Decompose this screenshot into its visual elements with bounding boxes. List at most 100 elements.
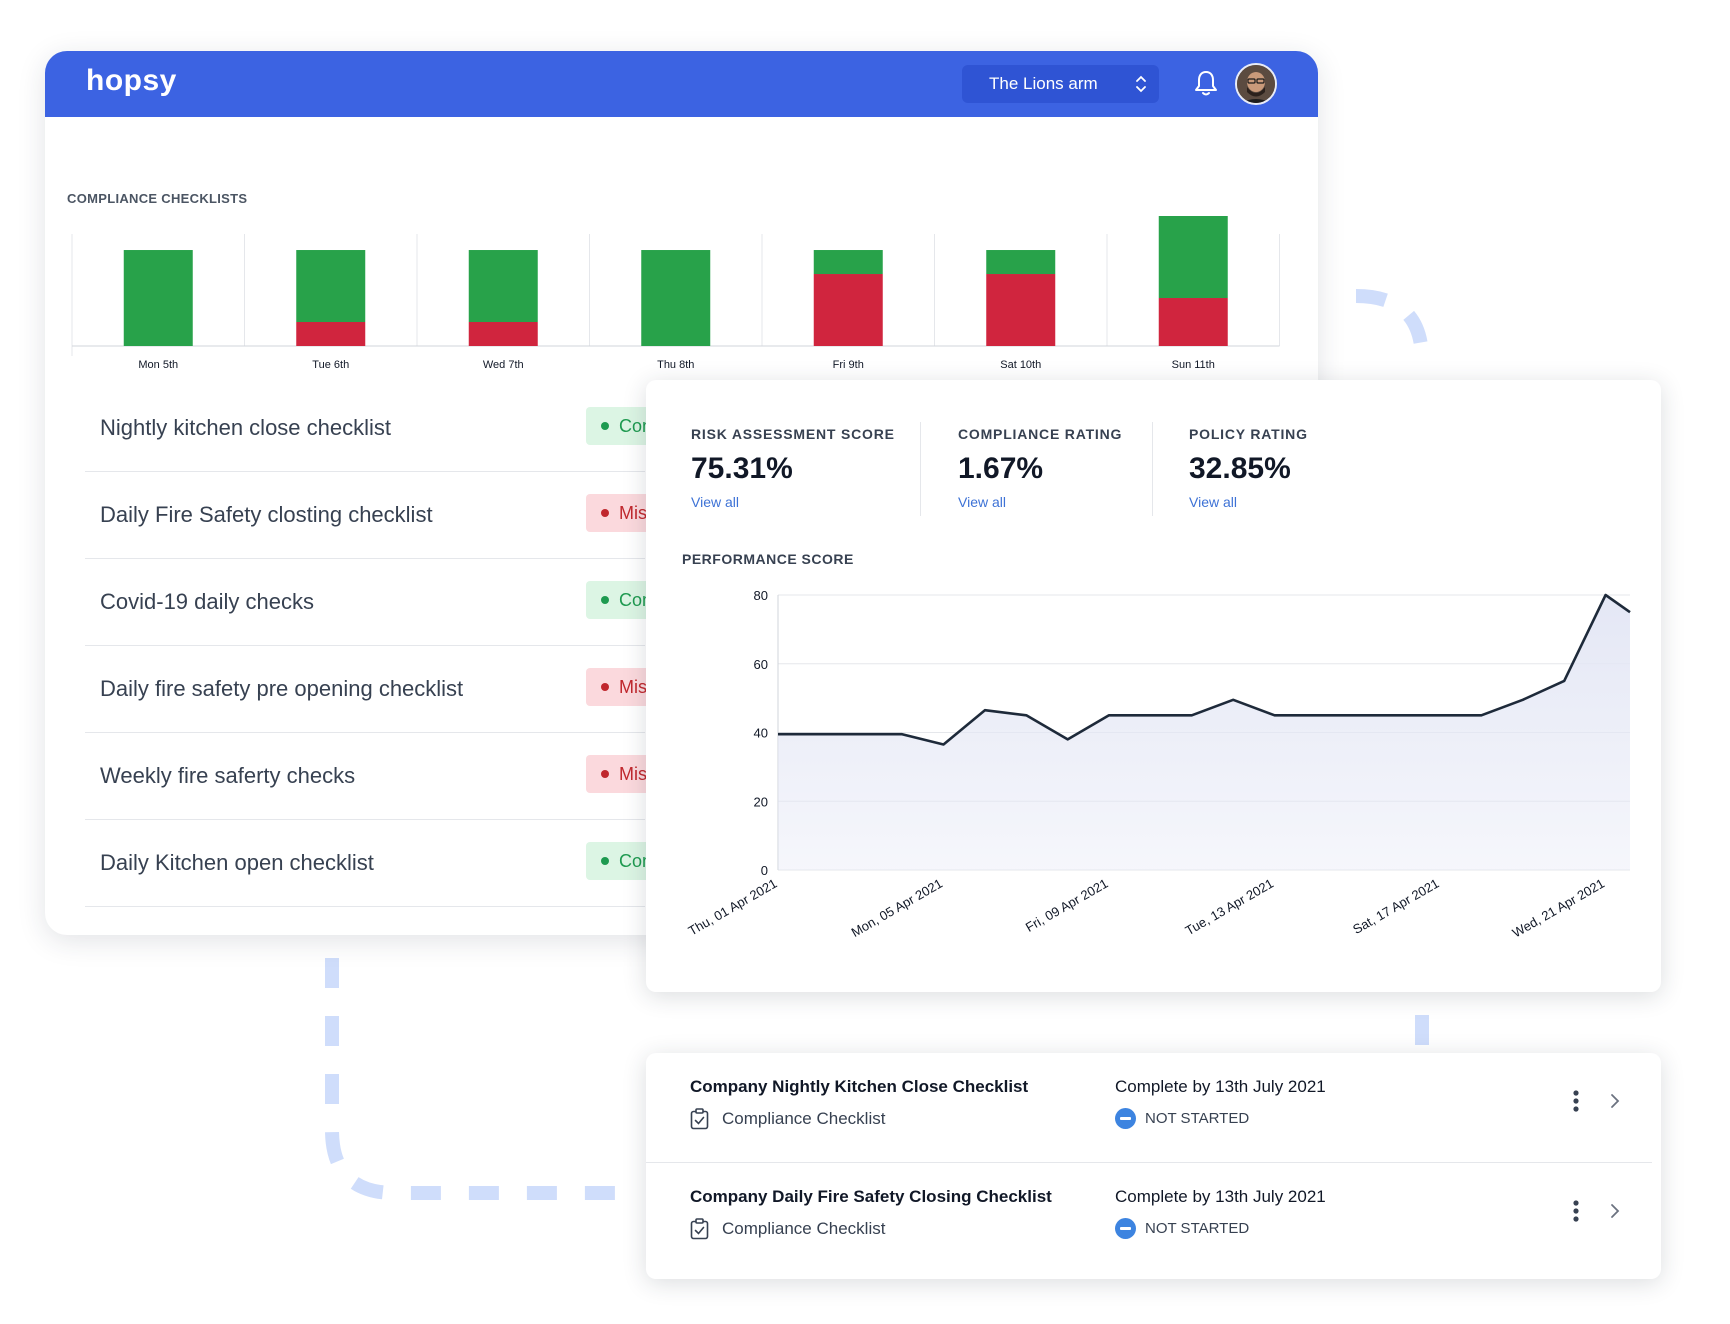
- clipboard-check-icon: [690, 1108, 709, 1130]
- bar-segment-complete: [641, 250, 711, 346]
- row-divider: [646, 1162, 1652, 1163]
- x-tick-label: Mon, 05 Apr 2021: [849, 876, 945, 940]
- view-all-link[interactable]: View all: [1189, 494, 1237, 510]
- more-options-icon[interactable]: [1572, 1089, 1580, 1113]
- clipboard-check-icon: [690, 1218, 709, 1240]
- area-fill: [778, 595, 1630, 870]
- x-tick-label: Sat, 17 Apr 2021: [1350, 876, 1441, 937]
- minus-circle-icon: [1115, 1108, 1136, 1129]
- checklist-name: Daily fire safety pre opening checklist: [100, 676, 464, 701]
- y-tick-label: 80: [754, 588, 768, 603]
- checklist-row[interactable]: Nightly kitchen close checklistComplete: [85, 385, 717, 472]
- y-tick-label: 40: [754, 726, 768, 741]
- more-options-icon[interactable]: [1572, 1199, 1580, 1223]
- chevron-right-icon[interactable]: [1610, 1093, 1620, 1109]
- status-dot: [601, 422, 609, 430]
- y-tick-label: 20: [754, 794, 768, 809]
- task-status: NOT STARTED: [1115, 1218, 1249, 1239]
- x-tick-label: Wed 7th: [483, 359, 524, 371]
- bar-segment-complete: [813, 250, 883, 275]
- x-tick-label: Mon 5th: [138, 359, 178, 371]
- performance-score-title: PERFORMANCE SCORE: [682, 551, 854, 567]
- x-tick-label: Tue 6th: [312, 359, 349, 371]
- status-dot: [601, 857, 609, 865]
- kpi-value: 75.31%: [691, 452, 793, 485]
- kpi-label: RISK ASSESSMENT SCORE: [691, 426, 895, 442]
- kpi-value: 32.85%: [1189, 452, 1291, 485]
- y-tick-label: 0: [761, 863, 768, 878]
- checklist-row[interactable]: Daily fire safety pre opening checklistM…: [85, 646, 697, 733]
- series-line: [778, 593, 1631, 746]
- task-type: Compliance Checklist: [690, 1108, 885, 1130]
- venue-name: The Lions arm: [989, 74, 1098, 93]
- task-title: Company Nightly Kitchen Close Checklist: [690, 1077, 1029, 1096]
- view-all-link[interactable]: View all: [691, 494, 739, 510]
- checklist-row[interactable]: Weekly fire saferty checksMissed: [85, 733, 697, 820]
- x-tick-label: Tue, 13 Apr 2021: [1183, 876, 1276, 939]
- kpi-policy-rating: POLICY RATING 32.85% View all: [1189, 426, 1308, 510]
- view-all-link[interactable]: View all: [958, 494, 1006, 510]
- x-tick-label: Thu, 01 Apr 2021: [686, 876, 780, 939]
- kpi-divider: [1152, 422, 1153, 516]
- avatar-photo: [1237, 65, 1275, 103]
- checklist-name: Covid-19 daily checks: [100, 589, 314, 614]
- task-row[interactable]: Company Nightly Kitchen Close Checklist …: [646, 1053, 1661, 1165]
- checklist-name: Nightly kitchen close checklist: [100, 415, 392, 440]
- x-tick-label: Sat 10th: [1000, 359, 1041, 371]
- x-tick-label: Wed, 21 Apr 2021: [1510, 876, 1607, 941]
- kpi-label: COMPLIANCE RATING: [958, 426, 1123, 442]
- venue-selector[interactable]: The Lions arm: [962, 65, 1159, 103]
- status-dot: [601, 596, 609, 604]
- compliance-bar-chart: Mon 5th Tue 6th Wed 7th Thu 8th Fri 9th Sat 1…: [71, 216, 1280, 371]
- checklist-name: Daily Fire Safety closting checklist: [100, 502, 433, 527]
- bar-segment-complete: [468, 250, 538, 323]
- hopsy-logo[interactable]: hopsy: [86, 64, 177, 97]
- checklist-row[interactable]: Covid-19 daily checksComplete: [85, 559, 717, 646]
- status-dot: [601, 770, 609, 778]
- chevron-updown-icon: [1136, 75, 1146, 93]
- checklist-row[interactable]: Daily Fire Safety closting checklistMiss…: [85, 472, 697, 559]
- x-tick-label: Fri, 09 Apr 2021: [1023, 876, 1111, 935]
- x-tick-label: Fri 9th: [833, 359, 864, 371]
- bar-segment-missed: [986, 274, 1056, 346]
- chevron-right-icon[interactable]: [1610, 1203, 1620, 1219]
- bar-segment-complete: [1158, 216, 1228, 299]
- checklist-row[interactable]: Daily Kitchen open checklistComplete: [85, 820, 717, 907]
- checklist-name: Weekly fire saferty checks: [100, 763, 356, 788]
- scores-card: RISK ASSESSMENT SCORE 75.31% View all CO…: [646, 380, 1661, 992]
- performance-line-chart: 0 20 40 60 80 Thu, 01 Apr 2021 Mon, 05 Apr 202…: [686, 588, 1631, 941]
- task-due-date: Complete by 13th July 2021: [1115, 1077, 1326, 1096]
- user-avatar[interactable]: [1235, 63, 1277, 105]
- task-list-card: Company Nightly Kitchen Close Checklist …: [646, 1053, 1661, 1279]
- task-status-label: NOT STARTED: [1145, 1110, 1250, 1127]
- x-tick-label: Thu 8th: [657, 359, 694, 371]
- top-navigation-bar: hopsy The Lions arm: [45, 51, 1318, 117]
- task-row[interactable]: Company Daily Fire Safety Closing Checkl…: [646, 1163, 1661, 1275]
- kpi-label: POLICY RATING: [1189, 426, 1308, 442]
- bar-segment-missed: [468, 322, 538, 346]
- bar-segment-missed: [1158, 298, 1228, 346]
- status-dot: [601, 683, 609, 691]
- compliance-checklists-title: COMPLIANCE CHECKLISTS: [67, 191, 248, 206]
- bar-segment-missed: [813, 274, 883, 346]
- bell-icon[interactable]: [1193, 69, 1219, 97]
- bar-segment-missed: [296, 322, 366, 346]
- checklist-name: Daily Kitchen open checklist: [100, 850, 374, 875]
- task-type-label: Compliance Checklist: [722, 1219, 886, 1238]
- task-type-label: Compliance Checklist: [722, 1109, 886, 1128]
- bar-segment-complete: [123, 250, 193, 346]
- x-tick-label: Sun 11th: [1172, 359, 1215, 371]
- task-type: Compliance Checklist: [690, 1218, 885, 1240]
- task-due-date: Complete by 13th July 2021: [1115, 1187, 1326, 1206]
- bar-segment-complete: [296, 250, 366, 323]
- task-title: Company Daily Fire Safety Closing Checkl…: [690, 1187, 1052, 1206]
- kpi-risk-assessment: RISK ASSESSMENT SCORE 75.31% View all: [691, 426, 895, 510]
- task-status: NOT STARTED: [1115, 1108, 1249, 1129]
- kpi-value: 1.67%: [958, 452, 1044, 485]
- kpi-divider: [920, 422, 921, 516]
- status-dot: [601, 509, 609, 517]
- task-status-label: NOT STARTED: [1145, 1220, 1250, 1237]
- y-tick-label: 60: [754, 657, 768, 672]
- compliance-checklist-list: Nightly kitchen close checklistCompleteD…: [85, 385, 717, 907]
